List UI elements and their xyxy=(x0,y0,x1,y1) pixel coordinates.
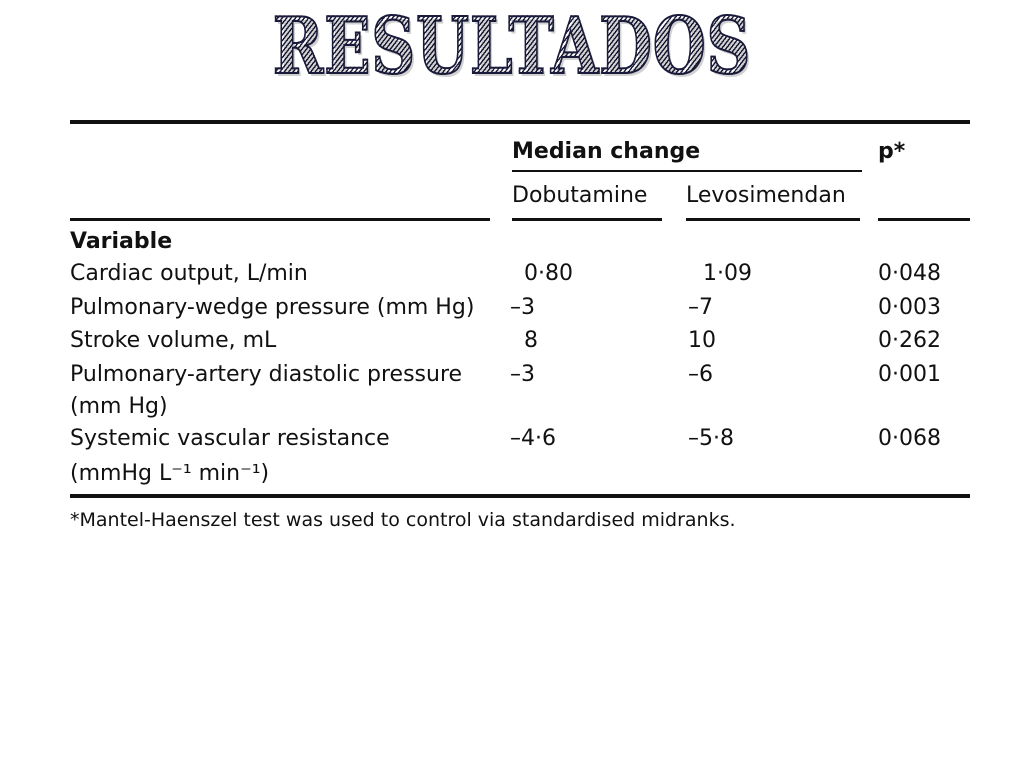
row-label-continuation: (mm Hg) xyxy=(70,394,168,419)
dobutamine-header-rule xyxy=(512,218,662,221)
row-label: Stroke volume, mL xyxy=(70,328,277,353)
page-title: RESULTADOS xyxy=(113,7,912,87)
p-value: 0·048 xyxy=(878,261,941,286)
p-value: 0·068 xyxy=(878,426,941,451)
p-value: 0·262 xyxy=(878,328,941,353)
median-change-header: Median change xyxy=(512,139,701,164)
dobutamine-value: –3 xyxy=(510,295,535,320)
table-top-rule xyxy=(70,120,970,124)
table-bottom-rule xyxy=(70,494,970,498)
p-value-header: p* xyxy=(878,139,906,164)
p-header-rule xyxy=(878,218,970,221)
p-value: 0·003 xyxy=(878,295,941,320)
levosimendan-value: –5·8 xyxy=(688,426,734,451)
dobutamine-value: 0·80 xyxy=(524,261,573,286)
levosimendan-value: 1·09 xyxy=(703,261,752,286)
dobutamine-header: Dobutamine xyxy=(512,183,648,208)
median-change-rule xyxy=(512,170,862,172)
variable-header-rule xyxy=(70,218,490,221)
row-label: Pulmonary-artery diastolic pressure xyxy=(70,362,463,387)
row-label: Cardiac output, L/min xyxy=(70,261,308,286)
row-label: Systemic vascular resistance xyxy=(70,426,390,451)
table-footnote: *Mantel-Haenszel test was used to contro… xyxy=(70,509,736,531)
levosimendan-value: –7 xyxy=(688,295,713,320)
levosimendan-value: –6 xyxy=(688,362,713,387)
levosimendan-header: Levosimendan xyxy=(686,183,846,208)
levosimendan-value: 10 xyxy=(688,328,716,353)
variable-header: Variable xyxy=(70,229,173,254)
levosimendan-header-rule xyxy=(686,218,860,221)
p-value: 0·001 xyxy=(878,362,941,387)
dobutamine-value: –4·6 xyxy=(510,426,556,451)
dobutamine-value: –3 xyxy=(510,362,535,387)
dobutamine-value: 8 xyxy=(524,328,538,353)
row-label-continuation: (mmHg L⁻¹ min⁻¹) xyxy=(70,461,270,486)
row-label: Pulmonary-wedge pressure (mm Hg) xyxy=(70,295,475,320)
